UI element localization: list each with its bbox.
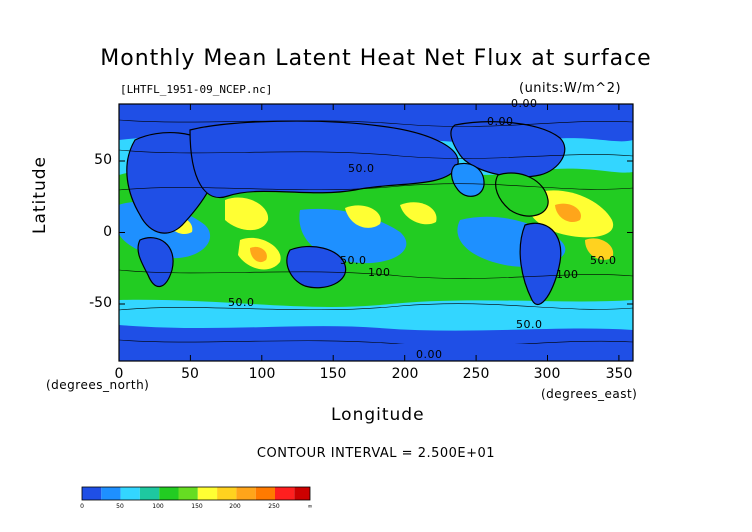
x-tick-label: 150 [319, 366, 347, 382]
contour-lines [119, 119, 633, 347]
x-tick-marks [118, 104, 620, 361]
continents [126, 120, 566, 306]
contour-label: 100 [368, 266, 391, 279]
contour-label: 50.0 [590, 254, 617, 267]
contour-interval-label: CONTOUR INTERVAL = 2.500E+01 [256, 446, 496, 461]
colorbar-label: 150 [191, 503, 203, 510]
contour-label: 50.0 [516, 318, 543, 331]
colorbar-label: 250 [268, 503, 280, 510]
contour-label: 50.0 [228, 296, 255, 309]
colorbar-label: 50 [116, 503, 124, 510]
contour-label: 0.00 [511, 97, 538, 110]
x-tick-label: 250 [462, 366, 490, 382]
contour-label: 0.00 [416, 348, 443, 361]
colorbar-label: 100 [152, 503, 164, 510]
x-tick-label: 300 [533, 366, 561, 382]
x-tick-label: 100 [248, 366, 276, 382]
x-tick-label: 350 [605, 366, 633, 382]
colorbar-label: 200 [229, 503, 241, 510]
colorbar-label: 0 [80, 503, 84, 510]
colorbar [81, 486, 311, 501]
y-tick-marks [119, 160, 633, 305]
y-tick-label: 50 [94, 152, 112, 168]
x-tick-label: 200 [391, 366, 419, 382]
x-axis-label: Longitude [331, 405, 425, 425]
x-axis-unit: (degrees_east) [541, 387, 638, 401]
y-axis-unit: (degrees_north) [46, 378, 150, 392]
contour-label: 100 [556, 268, 579, 281]
contour-label: 0.00 [487, 115, 514, 128]
map-field [119, 104, 633, 361]
y-tick-label: 0 [103, 224, 112, 240]
x-tick-label: 50 [181, 366, 199, 382]
source-file-label: [LHTFL_1951-09_NCEP.nc] [120, 83, 273, 96]
x-tick-label: 0 [114, 366, 124, 382]
y-axis-label: Latitude [30, 156, 50, 234]
units-label: (units:W/m^2) [519, 81, 622, 96]
colorbar-label: ∞ [307, 503, 313, 510]
map-title: Monthly Mean Latent Heat Net Flux at sur… [100, 46, 652, 71]
contour-label: 50.0 [340, 254, 367, 267]
contour-label: 50.0 [348, 162, 375, 175]
y-tick-label: -50 [89, 295, 112, 311]
